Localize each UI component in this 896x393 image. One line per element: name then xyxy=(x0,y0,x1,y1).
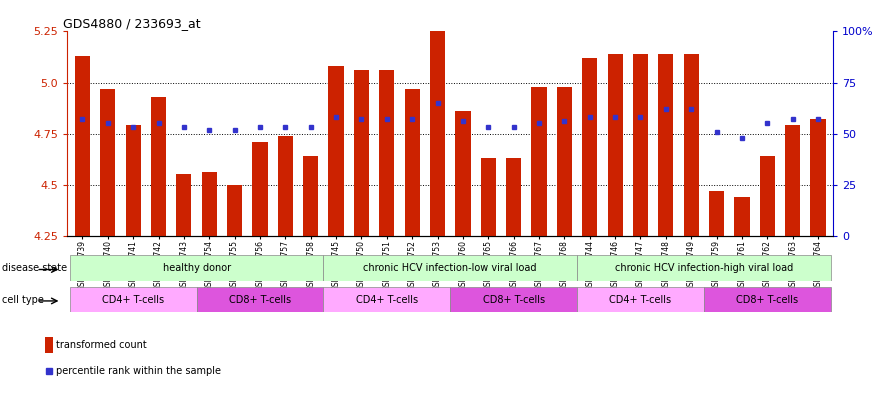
Bar xyxy=(811,119,826,236)
Bar xyxy=(430,31,445,236)
Bar xyxy=(506,158,521,236)
Bar xyxy=(709,191,724,236)
Bar xyxy=(151,97,166,236)
Bar xyxy=(70,287,196,312)
Text: cell type: cell type xyxy=(2,295,44,305)
Bar xyxy=(177,174,192,236)
Bar xyxy=(202,173,217,236)
Text: chronic HCV infection-high viral load: chronic HCV infection-high viral load xyxy=(615,263,793,273)
Bar xyxy=(227,185,242,236)
Bar xyxy=(196,287,323,312)
Text: CD8+ T-cells: CD8+ T-cells xyxy=(737,295,798,305)
Bar xyxy=(329,66,344,236)
Text: chronic HCV infection-low viral load: chronic HCV infection-low viral load xyxy=(364,263,537,273)
Bar xyxy=(577,255,831,281)
Text: CD8+ T-cells: CD8+ T-cells xyxy=(483,295,545,305)
Bar xyxy=(684,54,699,236)
Bar xyxy=(379,70,394,236)
Bar xyxy=(735,197,750,236)
Bar xyxy=(125,125,141,236)
Text: transformed count: transformed count xyxy=(56,340,147,350)
Text: CD4+ T-cells: CD4+ T-cells xyxy=(356,295,418,305)
Bar xyxy=(323,287,450,312)
Text: CD4+ T-cells: CD4+ T-cells xyxy=(102,295,164,305)
Bar xyxy=(70,255,323,281)
Text: disease state: disease state xyxy=(2,263,67,273)
Text: CD4+ T-cells: CD4+ T-cells xyxy=(609,295,672,305)
Bar xyxy=(704,287,831,312)
Bar xyxy=(556,86,572,236)
Text: healthy donor: healthy donor xyxy=(162,263,230,273)
Bar xyxy=(455,111,470,236)
Bar xyxy=(253,142,268,236)
Bar xyxy=(74,56,90,236)
Bar xyxy=(354,70,369,236)
Bar xyxy=(659,54,674,236)
Bar xyxy=(582,58,598,236)
Bar xyxy=(785,125,800,236)
Bar xyxy=(480,158,495,236)
Bar xyxy=(45,337,53,353)
Bar xyxy=(323,255,577,281)
Bar xyxy=(278,136,293,236)
Bar xyxy=(633,54,648,236)
Bar xyxy=(450,287,577,312)
Text: CD8+ T-cells: CD8+ T-cells xyxy=(228,295,291,305)
Bar xyxy=(760,156,775,236)
Bar xyxy=(100,89,116,236)
Bar xyxy=(303,156,318,236)
Bar xyxy=(531,86,547,236)
Text: GDS4880 / 233693_at: GDS4880 / 233693_at xyxy=(64,17,201,30)
Text: percentile rank within the sample: percentile rank within the sample xyxy=(56,366,221,376)
Bar xyxy=(577,287,704,312)
Bar xyxy=(405,89,420,236)
Bar xyxy=(607,54,623,236)
